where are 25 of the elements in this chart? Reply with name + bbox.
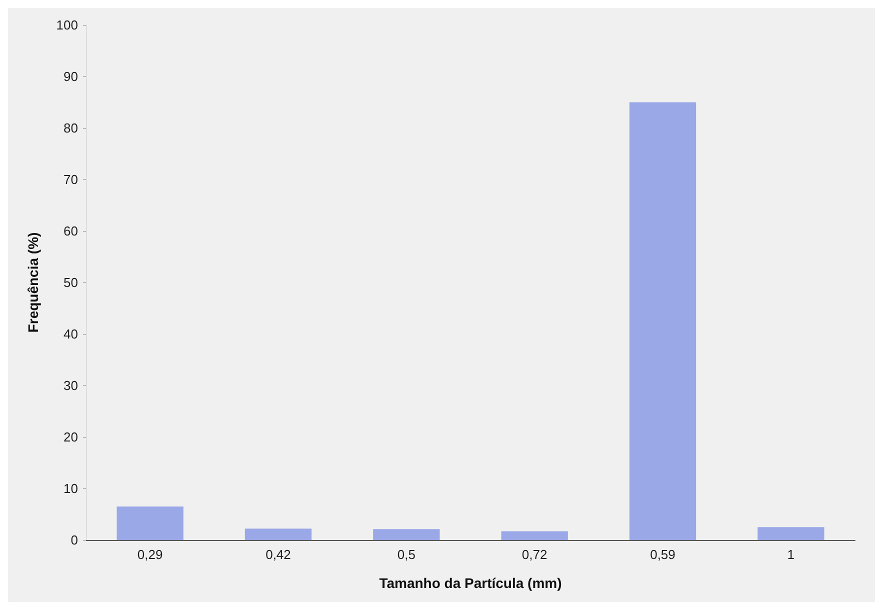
x-tick-label: 0,29 (137, 547, 163, 562)
y-tick-label: 30 (64, 378, 78, 393)
x-tick-label: 0,42 (266, 547, 291, 562)
bar (629, 102, 696, 540)
y-tick-label: 100 (56, 18, 78, 32)
y-axis-title: Frequência (%) (25, 232, 41, 333)
x-tick-label: 1 (787, 547, 795, 562)
y-tick-label: 0 (70, 532, 78, 548)
y-tick-label: 10 (64, 481, 78, 496)
y-tick-label: 60 (64, 224, 78, 238)
y-tick-label: 70 (64, 172, 78, 187)
x-tick-label: 0,5 (397, 547, 416, 562)
bar (116, 506, 184, 540)
x-tick-label: 0,72 (522, 547, 548, 562)
bar (373, 529, 440, 540)
y-tick-label: 90 (64, 69, 78, 84)
y-tick-label: 20 (64, 430, 78, 444)
y-tick-label: 50 (64, 275, 78, 290)
x-tick-label: 0,59 (650, 547, 676, 562)
y-tick-label: 40 (64, 326, 78, 342)
bar (758, 527, 824, 540)
bar (244, 528, 312, 540)
bar (501, 531, 568, 540)
y-tick-label: 80 (64, 120, 78, 136)
x-axis-title: Tamanho da Partícula (mm) (379, 575, 562, 591)
